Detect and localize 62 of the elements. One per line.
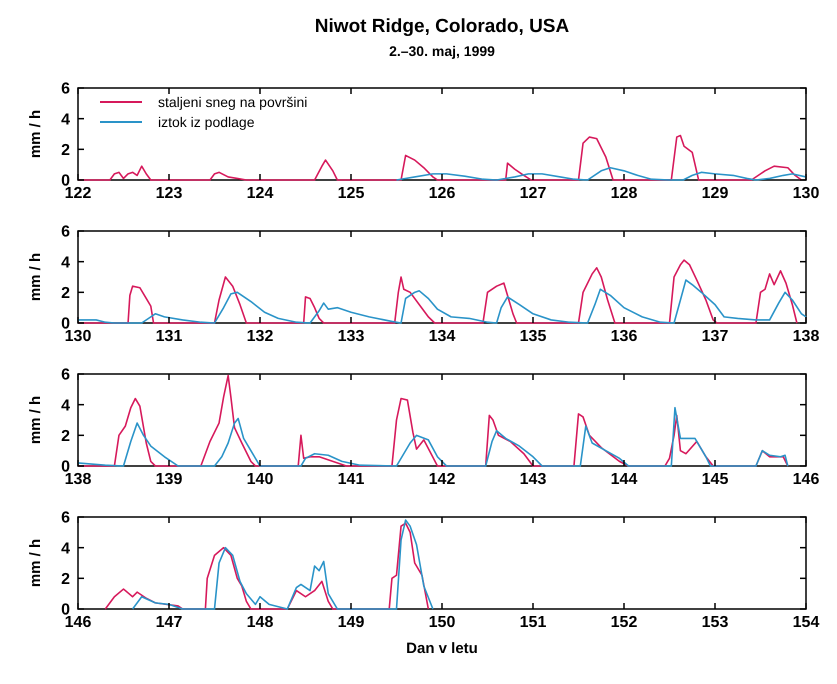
x-tick-label: 143 <box>520 471 546 488</box>
x-tick-label: 149 <box>338 614 364 631</box>
line-series <box>77 406 789 467</box>
x-tick-label: 137 <box>702 328 728 345</box>
x-tick-label: 131 <box>156 328 182 345</box>
x-tick-label: 151 <box>520 614 546 631</box>
x-tick-label: 122 <box>64 185 92 202</box>
y-tick-label: 6 <box>61 224 70 241</box>
x-tick-label: 150 <box>428 614 456 631</box>
y-axis-title: mm / h <box>27 252 44 302</box>
x-tick-label: 123 <box>156 185 182 202</box>
x-tick-label: 138 <box>792 328 820 345</box>
line-series <box>77 134 802 181</box>
y-tick-label: 4 <box>61 254 70 272</box>
x-tick-label: 129 <box>702 185 728 202</box>
y-tick-label: 4 <box>61 540 70 558</box>
x-tick-label: 130 <box>64 328 92 345</box>
y-axis-title: mm / h <box>27 538 44 588</box>
y-tick-label: 2 <box>61 284 70 302</box>
y-tick-label: 6 <box>61 510 70 527</box>
x-tick-label: 127 <box>520 185 546 202</box>
x-tick-label: 146 <box>64 614 92 631</box>
y-tick-label: 2 <box>61 142 70 159</box>
legend-label: staljeni sneg na površini <box>158 94 308 110</box>
line-series <box>77 259 798 324</box>
y-axis-title: mm / h <box>27 110 44 158</box>
chart-subtitle: 2.–30. maj, 1999 <box>389 43 496 59</box>
x-tick-label: 154 <box>792 614 820 631</box>
line-series <box>396 166 807 181</box>
x-tick-label: 124 <box>246 185 274 202</box>
x-tick-label: 130 <box>792 185 820 202</box>
x-tick-label: 142 <box>428 471 456 488</box>
y-tick-label: 2 <box>61 570 70 588</box>
chart-title: Niwot Ridge, Colorado, USA <box>314 16 570 37</box>
x-tick-label: 152 <box>610 614 638 631</box>
y-tick-label: 6 <box>61 366 70 384</box>
x-tick-label: 148 <box>246 614 274 631</box>
x-tick-label: 146 <box>792 471 820 488</box>
y-axis-title: mm / h <box>27 396 44 444</box>
x-tick-label: 141 <box>338 471 364 488</box>
x-tick-label: 125 <box>338 185 364 202</box>
x-tick-label: 144 <box>610 471 638 488</box>
x-tick-label: 136 <box>610 328 638 345</box>
x-tick-label: 126 <box>428 185 456 202</box>
x-tick-label: 153 <box>702 614 728 631</box>
x-tick-label: 145 <box>702 471 728 488</box>
x-tick-label: 128 <box>610 185 638 202</box>
y-tick-label: 6 <box>61 80 70 98</box>
x-tick-label: 133 <box>338 328 364 345</box>
x-tick-label: 132 <box>246 328 274 345</box>
x-tick-label: 135 <box>520 328 546 345</box>
x-tick-label: 134 <box>428 328 456 345</box>
y-tick-label: 2 <box>61 428 70 445</box>
line-series <box>77 279 807 324</box>
x-tick-label: 139 <box>156 471 182 488</box>
y-tick-label: 4 <box>61 111 70 128</box>
x-axis-title: Dan v letu <box>406 640 478 657</box>
x-tick-label: 138 <box>64 471 92 488</box>
x-tick-label: 147 <box>156 614 182 631</box>
legend-label: iztok iz podlage <box>158 114 255 130</box>
x-tick-label: 140 <box>246 471 274 488</box>
y-tick-label: 4 <box>61 397 70 414</box>
